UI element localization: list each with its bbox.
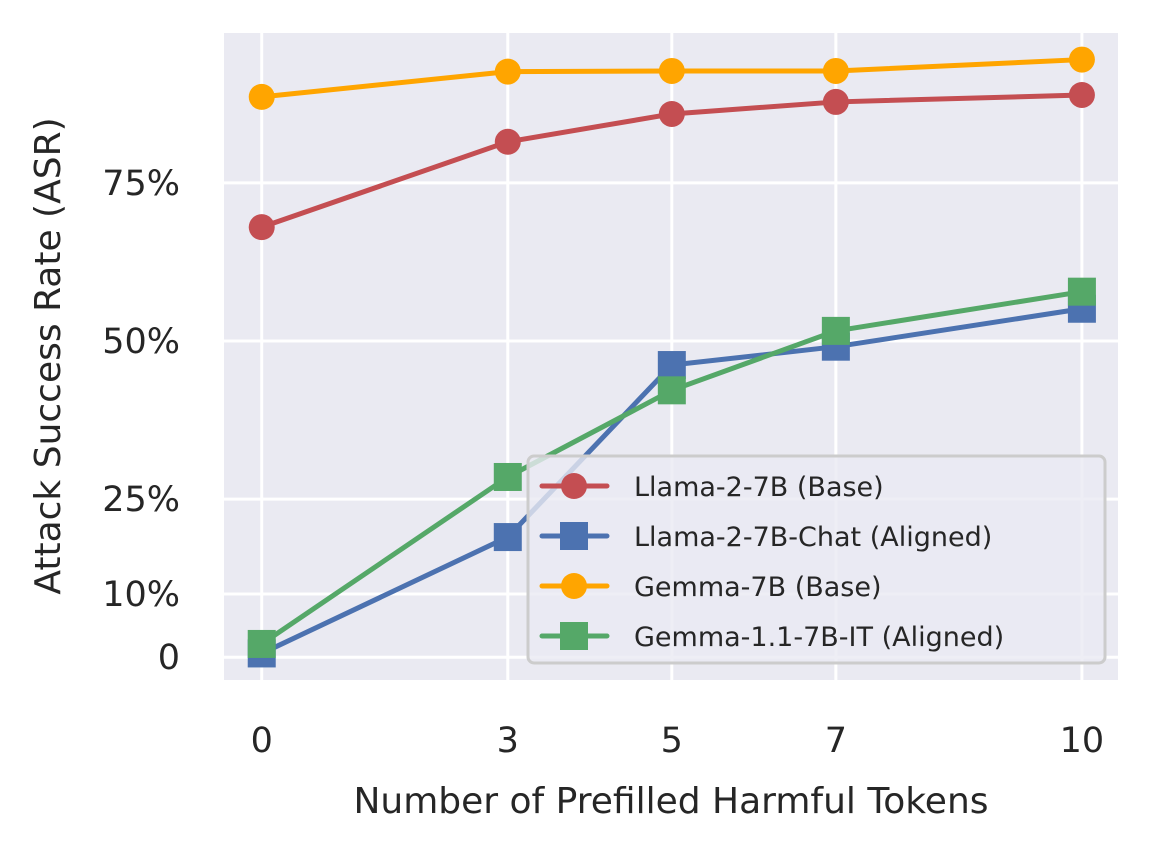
y-tick-label: 10% xyxy=(102,575,180,615)
series-3 xyxy=(247,277,1096,658)
legend-marker xyxy=(560,522,588,550)
series-2 xyxy=(248,46,1095,110)
legend-item: Llama-2-7B (Base) xyxy=(539,472,884,503)
legend: Llama-2-7B (Base) Llama-2-7B-Chat (Aligne… xyxy=(526,454,1107,665)
legend-label: Gemma-7B (Base) xyxy=(634,572,882,603)
data-point xyxy=(657,376,686,405)
legend-item: Llama-2-7B-Chat (Aligned) xyxy=(539,522,992,553)
y-tick-label: 25% xyxy=(102,480,180,520)
x-tick-label: 5 xyxy=(661,721,683,761)
data-point xyxy=(1068,81,1095,108)
y-tick-label: 50% xyxy=(102,322,180,362)
legend-label: Gemma-1.1-7B-IT (Aligned) xyxy=(634,622,1004,653)
y-axis-label: Attack Success Rate (ASR) xyxy=(28,117,69,594)
data-point xyxy=(493,462,522,491)
data-point xyxy=(248,214,275,241)
x-tick-label: 0 xyxy=(251,721,273,761)
data-point xyxy=(822,57,849,84)
data-point xyxy=(658,57,685,84)
legend-marker xyxy=(561,573,587,599)
data-point xyxy=(657,351,686,380)
data-point xyxy=(822,88,849,115)
data-point xyxy=(247,629,276,658)
legend-marker xyxy=(560,622,588,650)
legend-label: Llama-2-7B (Base) xyxy=(634,472,884,503)
data-point xyxy=(658,100,685,127)
y-tick-label: 0 xyxy=(158,638,180,678)
y-tick-label: 75% xyxy=(102,164,180,204)
legend-item: Gemma-1.1-7B-IT (Aligned) xyxy=(539,622,1004,653)
data-point xyxy=(821,316,850,345)
data-point xyxy=(1068,46,1095,73)
legend-item: Gemma-7B (Base) xyxy=(539,572,882,603)
series-0 xyxy=(248,81,1095,241)
legend-label: Llama-2-7B-Chat (Aligned) xyxy=(634,522,992,553)
data-point xyxy=(1067,277,1096,306)
x-tick-label: 10 xyxy=(1060,721,1105,761)
x-axis-label: Number of Prefilled Harmful Tokens xyxy=(353,781,988,822)
x-tick-label: 3 xyxy=(497,721,519,761)
data-point xyxy=(493,523,522,552)
data-point xyxy=(494,58,521,85)
x-tick-label: 7 xyxy=(825,721,847,761)
data-point xyxy=(248,83,275,110)
data-point xyxy=(494,128,521,155)
legend-marker xyxy=(561,473,587,499)
